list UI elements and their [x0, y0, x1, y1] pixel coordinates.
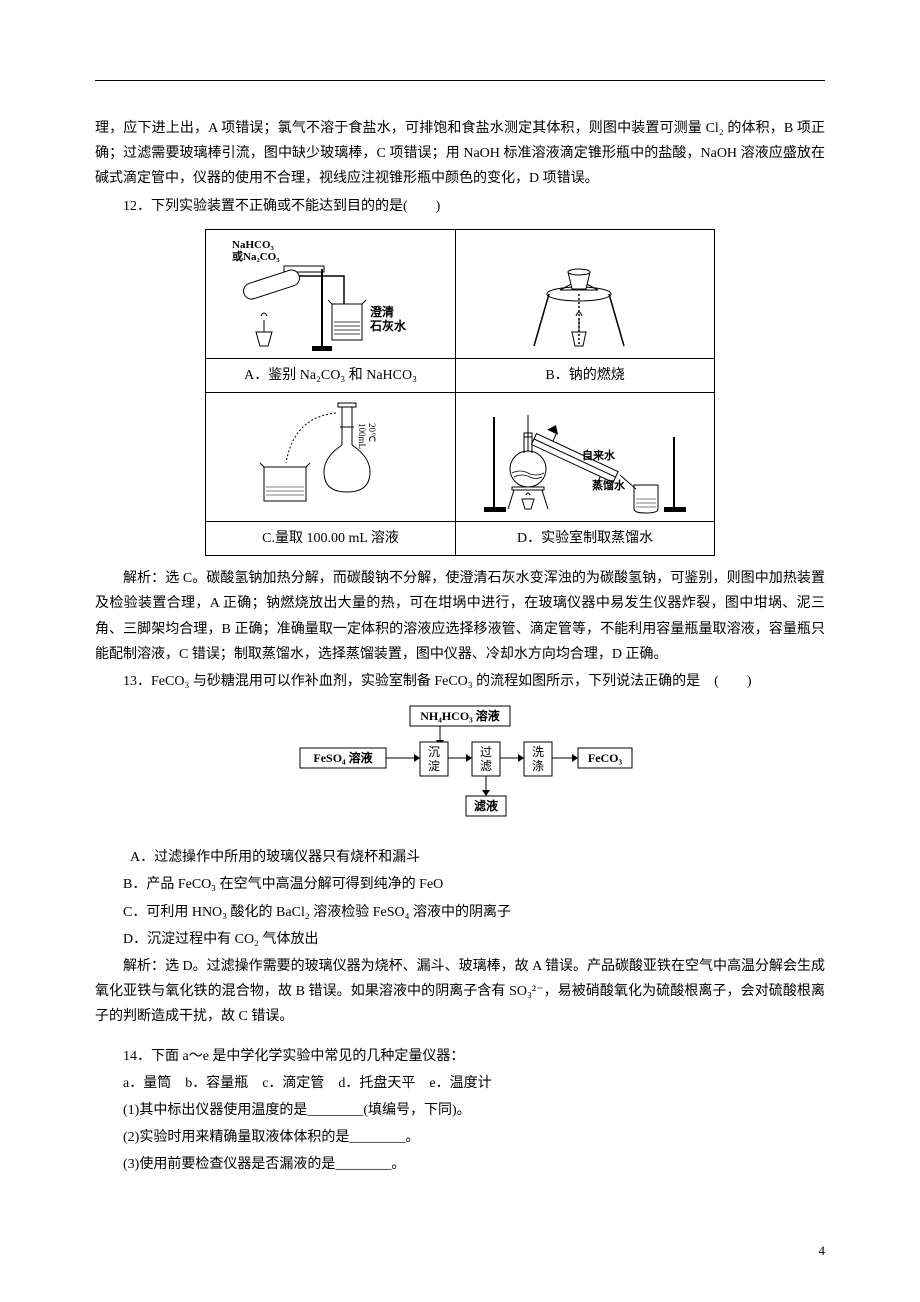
svg-text:或Na₂CO₃: 或Na₂CO₃	[232, 249, 280, 263]
q14-sub1: (1)其中标出仪器使用温度的是________(填编号，下同)。	[95, 1098, 825, 1123]
cell-d-diagram: 自来水 蒸馏水	[456, 392, 715, 521]
q13-opt-d: D．沉淀过程中有 CO₂ 气体放出	[95, 927, 825, 952]
cell-b-diagram	[456, 229, 715, 358]
caption-c: C.量取 100.00 mL 溶液	[206, 521, 456, 555]
q13-opt-a: A．过滤操作中所用的玻璃仪器只有烧杯和漏斗	[95, 845, 825, 870]
flow-diagram-13: NH₄HCO₃ 溶液 FeSO₄ 溶液 沉 淀 过 滤 洗	[95, 702, 825, 831]
page-number: 4	[819, 1239, 826, 1262]
svg-text:NaHCO₃: NaHCO₃	[232, 239, 275, 251]
caption-b: B．钠的燃烧	[456, 358, 715, 392]
apparatus-c-svg: 100mL 20℃	[214, 397, 444, 517]
caption-d: D．实验室制取蒸馏水	[456, 521, 715, 555]
svg-text:石灰水: 石灰水	[369, 318, 407, 333]
explain-12: 解析：选 C。碳酸氢钠加热分解，而碳酸钠不分解，使澄清石灰水变浑浊的为碳酸氢钠，…	[95, 566, 825, 667]
explain-13: 解析：选 D。过滤操作需要的玻璃仪器为烧杯、漏斗、玻璃棒，故 A 错误。产品碳酸…	[95, 954, 825, 1030]
apparatus-a-svg: NaHCO₃ 或Na₂CO₃	[214, 234, 444, 354]
apparatus-b-svg	[464, 234, 694, 354]
q14-sub3: (3)使用前要检查仪器是否漏液的是________。	[95, 1152, 825, 1177]
cell-c-diagram: 100mL 20℃	[206, 392, 456, 521]
svg-text:洗: 洗	[532, 745, 544, 759]
question-12: 12．下列实验装置不正确或不能达到目的的是( )	[95, 194, 825, 219]
svg-text:滤: 滤	[480, 759, 492, 773]
svg-text:澄清: 澄清	[370, 304, 394, 319]
svg-text:沉: 沉	[428, 745, 440, 759]
svg-text:100mL: 100mL	[357, 423, 367, 449]
q14-sub2: (2)实验时用来精确量取液体体积的是________。	[95, 1125, 825, 1150]
page: 理，应下进上出，A 项错误；氯气不溶于食盐水，可排饱和食盐水测定其体积，则图中装…	[0, 0, 920, 1302]
svg-text:FeSO₄ 溶液: FeSO₄ 溶液	[313, 750, 372, 765]
apparatus-table: NaHCO₃ 或Na₂CO₃	[205, 229, 715, 556]
svg-text:NH₄HCO₃ 溶液: NH₄HCO₃ 溶液	[420, 708, 500, 723]
cell-a-diagram: NaHCO₃ 或Na₂CO₃	[206, 229, 456, 358]
svg-text:蒸馏水: 蒸馏水	[592, 478, 626, 492]
question-14: 14．下面 a～e 是中学化学实验中常见的几种定量仪器：	[95, 1044, 825, 1069]
svg-text:过: 过	[480, 745, 492, 759]
apparatus-d-svg: 自来水 蒸馏水	[464, 397, 704, 517]
svg-text:涤: 涤	[532, 759, 544, 773]
svg-text:FeCO₃: FeCO₃	[588, 751, 623, 765]
svg-text:自来水: 自来水	[582, 448, 616, 462]
paragraph-continuation: 理，应下进上出，A 项错误；氯气不溶于食盐水，可排饱和食盐水测定其体积，则图中装…	[95, 116, 825, 192]
flow13-svg: NH₄HCO₃ 溶液 FeSO₄ 溶液 沉 淀 过 滤 洗	[280, 702, 640, 822]
svg-text:20℃: 20℃	[367, 423, 377, 442]
question-13: 13．FeCO₃ 与砂糖混用可以作补血剂，实验室制备 FeCO₃ 的流程如图所示…	[95, 669, 825, 694]
spacer	[95, 1032, 825, 1044]
svg-text:淀: 淀	[428, 759, 440, 773]
svg-text:滤液: 滤液	[474, 798, 498, 813]
top-rule	[95, 80, 825, 81]
caption-a: A．鉴别 Na₂CO₃ 和 NaHCO₃	[206, 358, 456, 392]
q14-list: a．量筒 b．容量瓶 c．滴定管 d．托盘天平 e．温度计	[95, 1071, 825, 1096]
q13-opt-b: B．产品 FeCO₃ 在空气中高温分解可得到纯净的 FeO	[95, 872, 825, 897]
q13-opt-c: C．可利用 HNO₃ 酸化的 BaCl₂ 溶液检验 FeSO₄ 溶液中的阴离子	[95, 900, 825, 925]
